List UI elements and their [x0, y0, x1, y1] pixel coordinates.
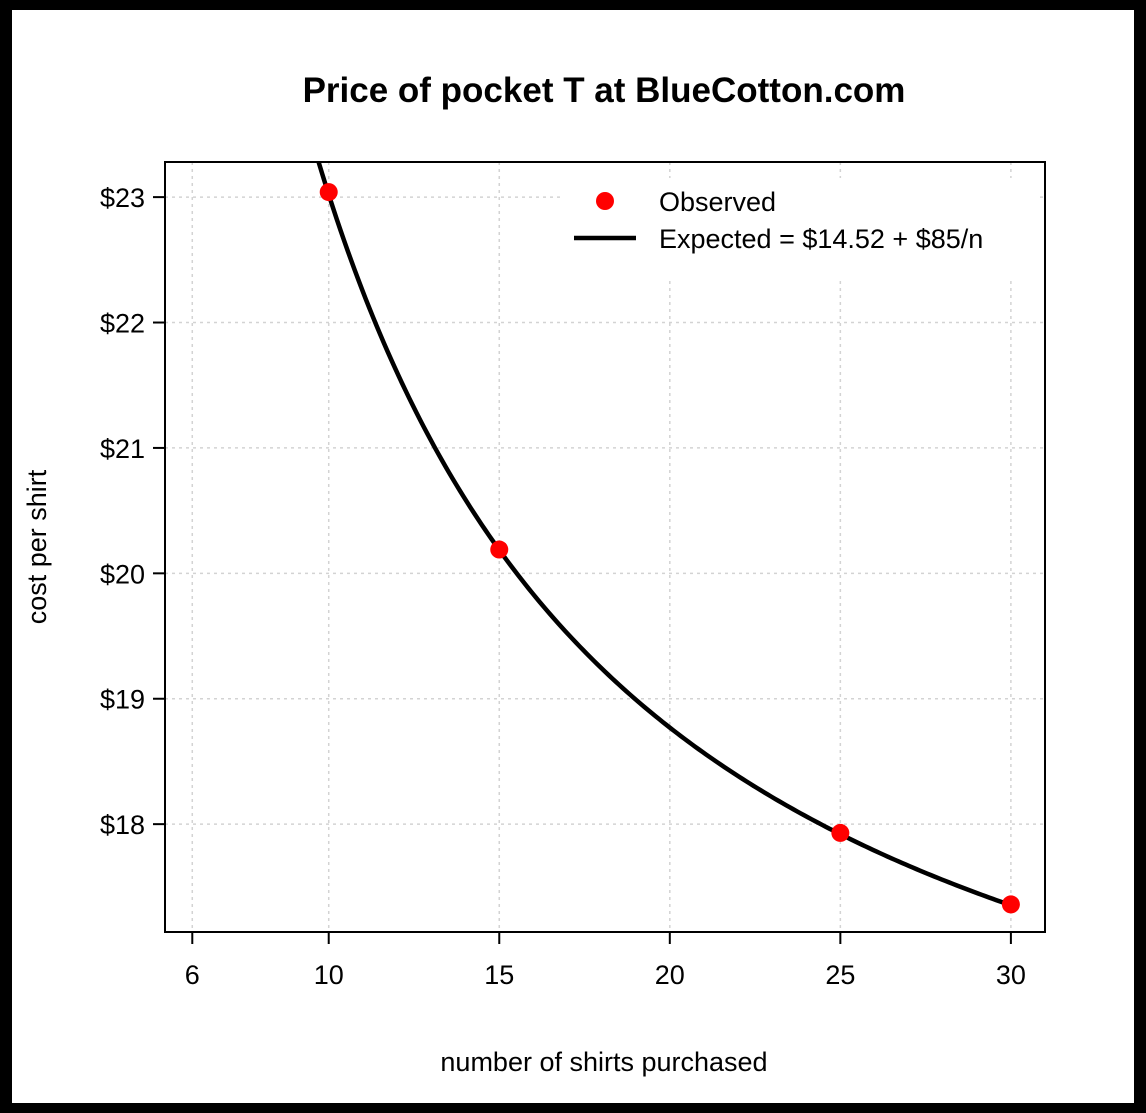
x-tick-label: 25 [825, 960, 855, 990]
y-tick-label: $23 [100, 183, 145, 213]
y-tick-label: $18 [100, 810, 145, 840]
y-tick-label: $22 [100, 309, 145, 339]
chart-svg: 6 10 15 20 25 30 $18 $19 $20 $21 $22 $23 Observed … [22, 71, 1046, 1077]
legend: Observed Expected = $14.52 + $85/n [574, 187, 983, 254]
x-axis-label: number of shirts purchased [440, 1047, 767, 1077]
legend-expected-label: Expected = $14.52 + $85/n [659, 224, 983, 254]
y-tick-label: $20 [100, 559, 145, 589]
observed-points [319, 183, 1020, 914]
x-tick-label: 6 [185, 960, 200, 990]
legend-observed-label: Observed [659, 187, 776, 217]
observed-point [1001, 895, 1020, 914]
y-tick-label: $21 [100, 434, 145, 464]
expected-curve [316, 161, 1019, 910]
legend-observed-marker [596, 192, 614, 210]
x-tick-label: 30 [996, 960, 1026, 990]
x-tick-label: 15 [484, 960, 514, 990]
y-axis: $18 $19 $20 $21 $22 $23 [100, 183, 165, 840]
legend-box-mask [562, 178, 1040, 278]
chart-title: Price of pocket T at BlueCotton.com [303, 71, 906, 110]
chart-canvas: 6 10 15 20 25 30 $18 $19 $20 $21 $22 $23 Observed … [12, 10, 1134, 1103]
x-axis: 6 10 15 20 25 30 [185, 931, 1026, 990]
y-tick-label: $19 [100, 685, 145, 715]
observed-point [490, 540, 509, 559]
observed-point [319, 183, 338, 202]
y-axis-label: cost per shirt [22, 469, 52, 624]
x-tick-label: 20 [655, 960, 685, 990]
observed-point [831, 823, 850, 842]
x-tick-label: 10 [314, 960, 344, 990]
